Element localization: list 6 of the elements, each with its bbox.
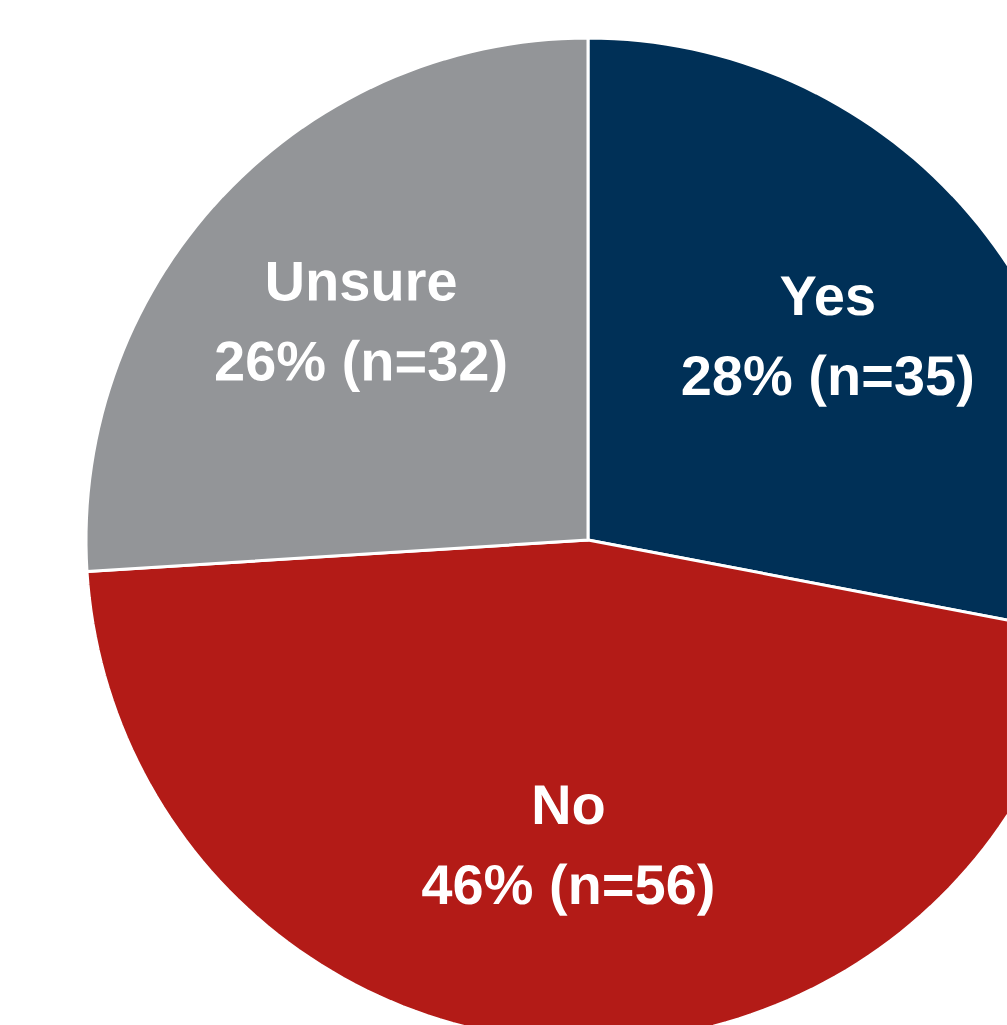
- slice-label: Unsure: [268, 261, 456, 301]
- data-label: 46% (n=56): [422, 863, 713, 916]
- slice-label: Yes: [780, 276, 874, 316]
- slice-label: No: [534, 785, 604, 825]
- data-label: 28% (n=35): [682, 354, 973, 407]
- data-label: 26% (n=32): [215, 339, 506, 392]
